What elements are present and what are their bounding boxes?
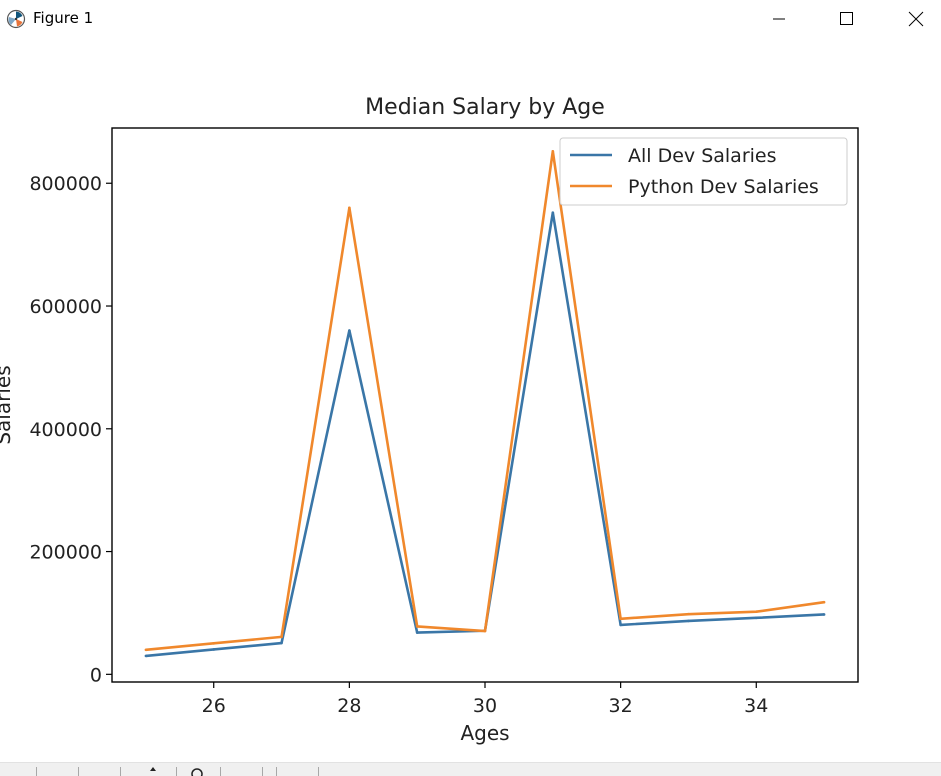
data-point: [687, 619, 690, 623]
data-point: [348, 206, 351, 210]
toolbar-separator: [318, 767, 319, 776]
data-point: [619, 617, 622, 621]
series-line: [145, 150, 825, 652]
y-tick-label: 0: [90, 664, 102, 686]
line-chart: 26 28 30 32 34 0 200000 400000 600000 800000 All …: [0, 95, 859, 745]
data-point: [280, 641, 283, 645]
zoom-icon[interactable]: [190, 766, 204, 776]
toolbar-separator: [176, 767, 177, 776]
toolbar-separator: [36, 767, 37, 776]
data-point: [822, 600, 826, 604]
data-point: [212, 642, 216, 645]
legend-label: All Dev Salaries: [628, 145, 777, 167]
data-point: [415, 631, 419, 634]
data-point: [212, 648, 216, 651]
data-point: [619, 623, 622, 627]
maximize-icon: [840, 12, 853, 25]
toolbar-separator: [78, 767, 79, 776]
pan-icon[interactable]: [146, 766, 160, 776]
y-tick-label: 600000: [29, 296, 102, 318]
y-tick-label: 200000: [29, 542, 102, 564]
minimize-button[interactable]: [758, 0, 804, 38]
toolbar-separator: [220, 767, 221, 776]
matplotlib-figure-icon: [6, 9, 26, 29]
data-point: [144, 654, 148, 658]
data-point: [687, 612, 690, 616]
window-titlebar: Figure 1: [0, 0, 941, 38]
data-point: [348, 329, 351, 332]
data-point: [415, 625, 419, 628]
x-tick-label: 26: [202, 695, 226, 717]
x-tick-label: 30: [473, 695, 497, 717]
close-icon: [908, 11, 924, 27]
chart-labels: Median Salary by Age Ages Salaries: [0, 95, 605, 745]
minimize-icon: [773, 18, 785, 20]
y-tick-label: 800000: [29, 173, 102, 195]
plot-frame: [111, 127, 859, 683]
y-tick-label: 400000: [29, 419, 102, 441]
legend-box: [559, 137, 848, 206]
series-lines: [144, 150, 826, 658]
axes: 26 28 30 32 34 0 200000 400000 600000 800000: [29, 127, 859, 717]
close-button[interactable]: [893, 0, 939, 38]
figure-toolbar: [0, 762, 941, 776]
data-point: [483, 629, 487, 633]
data-point: [144, 648, 148, 652]
toolbar-separator: [276, 767, 277, 776]
legend: All Dev Salaries Python Dev Salaries: [559, 137, 848, 206]
toolbar-separator: [120, 767, 121, 776]
chart-title: Median Salary by Age: [365, 95, 605, 120]
x-axis-label: Ages: [460, 721, 509, 745]
y-axis-label: Salaries: [0, 365, 15, 444]
window-title: Figure 1: [33, 9, 94, 27]
series-line: [145, 211, 825, 658]
maximize-button[interactable]: [824, 0, 870, 38]
data-point: [551, 150, 555, 153]
x-tick-label: 34: [744, 695, 768, 717]
data-point: [280, 635, 283, 639]
legend-label: Python Dev Salaries: [628, 176, 819, 198]
data-point: [822, 613, 826, 616]
data-point: [754, 610, 758, 614]
toolbar-separator: [262, 767, 263, 776]
data-point: [551, 211, 555, 215]
x-tick-label: 28: [337, 695, 361, 717]
data-point: [754, 616, 758, 620]
x-tick-label: 32: [609, 695, 633, 717]
